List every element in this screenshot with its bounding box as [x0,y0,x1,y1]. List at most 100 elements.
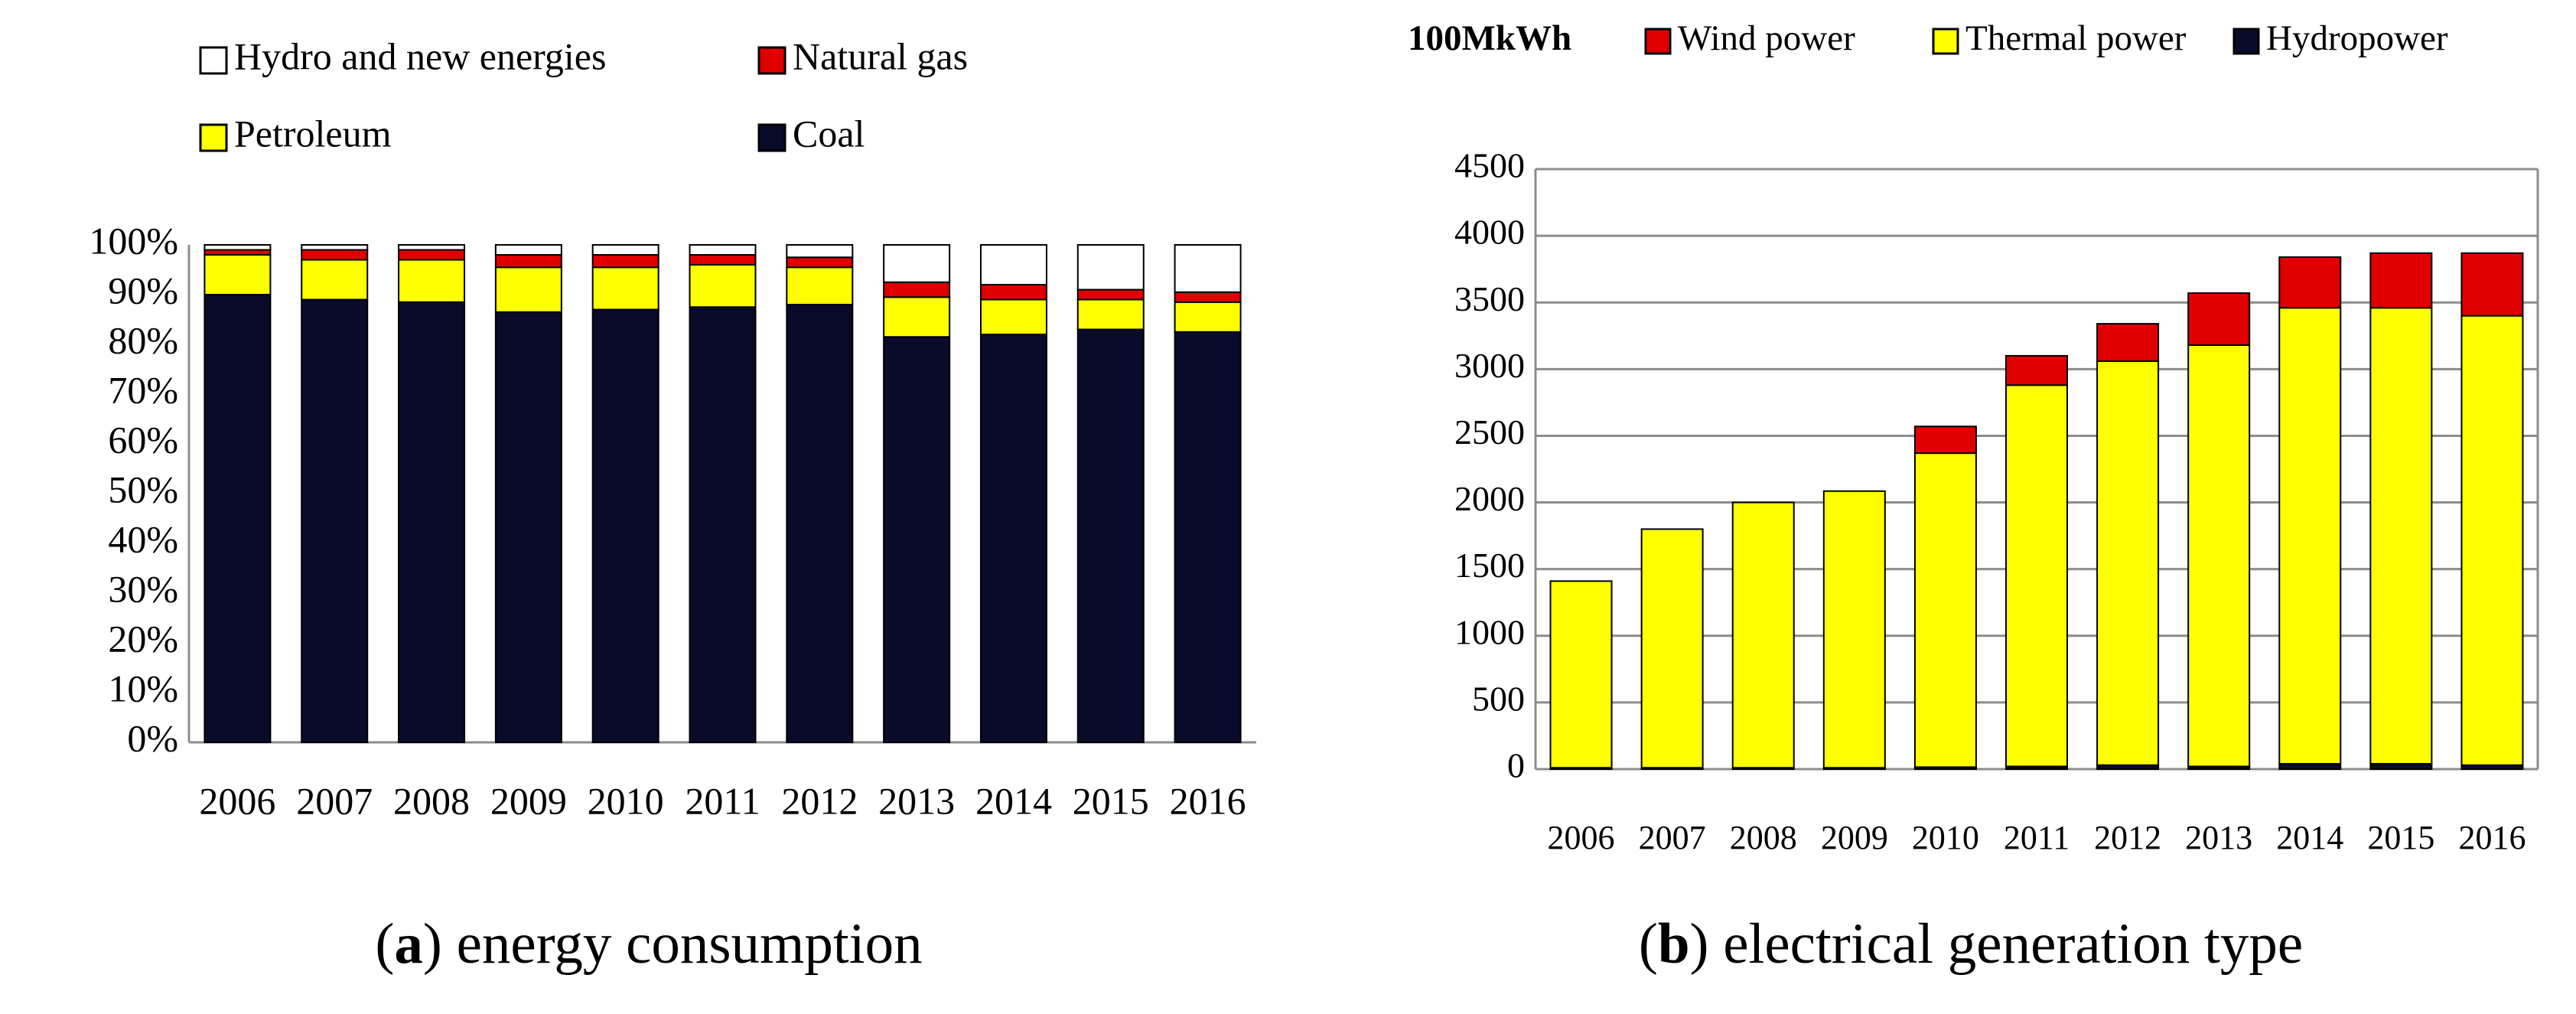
bar-segment [494,311,562,743]
x-tick-label: 2012 [781,779,858,822]
bar-segment [979,244,1047,285]
x-tick-label: 2008 [393,779,470,822]
bar-segment [2460,252,2524,317]
bar-segment [1076,298,1145,331]
bar-segment [979,334,1047,743]
bar-segment [591,308,659,743]
bar-segment [2278,256,2342,309]
x-tick-label: 2012 [2094,819,2161,856]
y-tick-label: 30% [108,567,178,610]
bar-segment [398,244,466,251]
x-tick-label: 2007 [1639,819,1706,856]
bar-segment [786,244,854,259]
bar-segment [1731,501,1795,769]
bar-segment [786,256,854,269]
legend-swatch [757,46,786,75]
legend-swatch [1644,28,1672,55]
bar-segment [1822,490,1886,769]
bar-segment [689,244,757,256]
caption: (b) electrical generation type [1639,912,2303,976]
bar-segment [398,249,466,261]
bar-segment [2460,315,2524,766]
y-tick-label: 1500 [1454,546,1525,585]
x-tick-label: 2015 [2367,819,2434,856]
legend-swatch [1932,28,1959,55]
bar-segment [398,301,466,743]
bar-segment [204,254,272,295]
x-tick-label: 2011 [2004,819,2070,856]
bar-segment [494,254,562,269]
bar-segment [883,281,951,298]
x-tick-label: 2010 [1912,819,1979,856]
legend-label: Wind power [1678,18,1855,58]
legend-swatch [199,46,228,75]
bar-segment [494,266,562,313]
bar-segment [2369,307,2433,765]
bar-segment [786,266,854,305]
y-tick-label: 3500 [1454,279,1525,318]
x-tick-label: 2013 [2185,819,2252,856]
x-tick-label: 2013 [878,779,955,822]
legend-swatch [2232,28,2260,55]
bar-segment [398,259,466,303]
y-tick-label: 2000 [1454,479,1525,518]
y-tick-label: 70% [108,368,178,411]
y-tick-label: 40% [108,517,178,560]
bar-segment [204,294,272,743]
bar-segment [2096,323,2160,362]
bar-segment [979,284,1047,301]
bar-segment [1174,301,1242,333]
bar-segment [1076,244,1145,291]
caption: (a) energy consumption [375,912,922,976]
y-tick-label: 1000 [1454,612,1525,651]
bar-segment [1913,425,1977,455]
x-tick-label: 2008 [1730,819,1797,856]
bar-segment [2187,292,2251,346]
bar-segment [2096,360,2160,766]
x-tick-label: 2011 [685,779,760,822]
caption-part: ( [1639,912,1658,976]
bar-segment [301,259,369,301]
legend-swatch [199,123,228,152]
bar-segment [301,244,369,251]
x-tick-label: 2006 [199,779,275,822]
caption-part: a [394,912,423,976]
bar-segment [2278,763,2342,771]
bar-segment [883,336,951,743]
bar-segment [1174,331,1242,743]
x-tick-label: 2016 [2458,819,2526,856]
legend-label: Hydro and new energies [234,34,606,77]
bar-segment [494,244,562,256]
bar-segment [591,266,659,311]
bar-segment [689,264,757,308]
x-tick-label: 2016 [1170,779,1246,822]
legend-label: Hydropower [2266,18,2448,58]
caption-part: ) energy consumption [423,912,923,976]
y-tick-label: 80% [108,318,178,361]
x-tick-label: 2007 [296,779,373,822]
bar-segment [301,298,369,743]
x-tick-label: 2009 [1821,819,1888,856]
bar-segment [2278,307,2342,765]
legend-swatch [757,123,786,152]
bar-segment [786,304,854,743]
x-tick-label: 2014 [975,779,1052,822]
bar-segment [591,244,659,256]
bar-segment [2369,763,2433,771]
bar-segment [1549,580,1613,769]
y-tick-label: 500 [1472,679,1525,718]
bar-segment [883,296,951,338]
bar-segment [1076,328,1145,743]
bar-segment [1640,528,1704,769]
bar-segment [2005,384,2068,768]
bar-segment [2005,354,2068,386]
x-tick-label: 2010 [588,779,664,822]
y-tick-label: 3000 [1454,346,1525,385]
legend-label: Petroleum [234,112,392,155]
legend-label: Natural gas [793,34,968,77]
y-tick-label: 100% [89,219,178,262]
caption-part: ( [375,912,394,976]
bar-segment [979,298,1047,335]
x-tick-label: 2015 [1073,779,1149,822]
